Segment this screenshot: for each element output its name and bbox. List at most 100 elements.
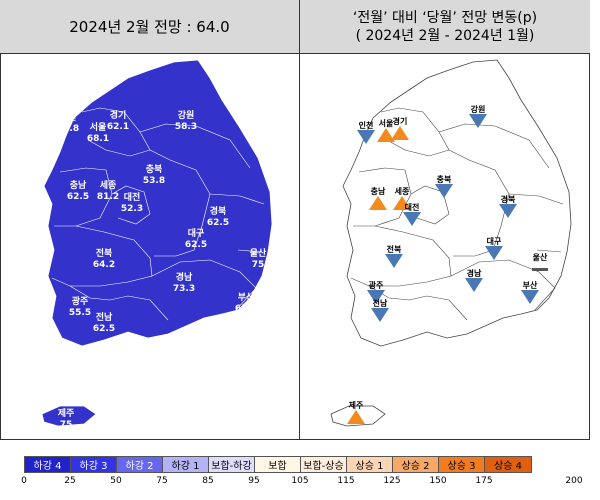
change-region-name-16: 제주 <box>349 400 364 410</box>
region-value-3: 58.3 <box>175 122 197 132</box>
region-value-14: 55.5 <box>69 308 91 318</box>
legend-item-6: 보합-상승 <box>301 457 347 472</box>
change-region-name-11: 울산 <box>533 252 548 262</box>
change-marker-1 <box>377 128 395 142</box>
region-value-15: 62.5 <box>93 324 115 334</box>
change-region-name-9: 대구 <box>487 236 502 246</box>
change-marker-8 <box>499 204 517 218</box>
region-name-8: 경북 <box>210 205 227 217</box>
region-value-8: 62.5 <box>207 218 229 228</box>
region-name-9: 대구 <box>188 227 205 239</box>
left-title-text: 2024년 2월 전망 : 64.0 <box>69 18 230 36</box>
jeju-left <box>41 405 97 427</box>
change-region-name-7: 충북 <box>437 174 452 184</box>
legend-item-1: 하강 3 <box>71 457 117 472</box>
region-value-2: 68.1 <box>87 134 109 144</box>
panel-divider <box>299 0 300 440</box>
change-marker-15 <box>371 308 389 322</box>
region-value-10: 75 <box>252 260 265 270</box>
legend-tick-9: 150 <box>429 476 447 486</box>
legend-tick-3: 75 <box>156 476 168 486</box>
change-marker-4 <box>369 196 387 210</box>
change-marker-14 <box>367 290 385 304</box>
left-map: 인천54.8경기62.1서울68.1강원58.3충북53.8충남62.5세종81… <box>41 59 273 430</box>
region-name-12: 경남 <box>176 271 193 283</box>
region-name-14: 광주 <box>72 295 89 307</box>
change-region-name-2: 경기 <box>393 116 408 126</box>
legend-bar: 하강 4 하강 3 하강 2 하강 1 보합-하강 보합 보합-상승 상승 1 상승 2 상승 3… <box>24 456 532 473</box>
left-labels: 인천54.8경기62.1서울68.1강원58.3충북53.8충남62.5세종81… <box>57 109 267 430</box>
change-region-name-0: 인천 <box>359 120 374 130</box>
change-region-name-12: 경남 <box>467 268 482 278</box>
legend-tick-1: 25 <box>64 476 76 486</box>
region-value-4: 53.8 <box>143 176 165 186</box>
legend-tick-8: 125 <box>383 476 401 486</box>
change-region-name-13: 부산 <box>523 280 538 290</box>
change-region-name-4: 충남 <box>371 186 386 196</box>
region-value-9: 62.5 <box>185 240 207 250</box>
region-name-6: 세종 <box>100 179 117 191</box>
region-name-16: 제주 <box>58 407 75 419</box>
region-name-1: 경기 <box>110 109 127 121</box>
region-name-0: 인천 <box>60 112 77 123</box>
region-value-1: 62.1 <box>107 122 129 132</box>
change-marker-7 <box>435 184 453 198</box>
right-title-line1: ‘전월’ 대비 ‘당월’ 전망 변동(p) <box>352 9 538 26</box>
legend-tick-7: 115 <box>337 476 355 486</box>
legend-item-4: 보합-하강 <box>209 457 255 472</box>
change-region-name-5: 세종 <box>395 186 410 196</box>
korea-mainland-left <box>43 59 273 347</box>
change-marker-16 <box>347 410 365 424</box>
region-name-3: 강원 <box>178 109 195 121</box>
right-title: ‘전월’ 대비 ‘당월’ 전망 변동(p) ( 2024년 2월 - 2024년… <box>300 0 590 54</box>
region-name-10: 울산 <box>250 247 267 259</box>
legend-tick-11: 200 <box>565 476 583 486</box>
legend-ticks: 0 25 50 75 85 95 105 115 125 150 175 200 <box>0 476 600 492</box>
change-marker-13 <box>521 290 539 304</box>
legend-item-10: 상승 4 <box>485 457 531 472</box>
change-region-name-6: 대전 <box>405 202 420 212</box>
legend-tick-5: 95 <box>248 476 260 486</box>
left-borders <box>51 107 265 321</box>
region-name-11: 전북 <box>96 247 113 259</box>
change-marker-12 <box>465 278 483 292</box>
legend-item-0: 하강 4 <box>25 457 71 472</box>
change-marker-9 <box>485 246 503 260</box>
left-title: 2024년 2월 전망 : 64.0 <box>0 0 299 54</box>
right-title-line2: ( 2024년 2월 - 2024년 1월) <box>355 27 535 44</box>
region-name-5: 충남 <box>70 179 87 191</box>
region-value-7: 52.3 <box>121 204 143 214</box>
region-value-0: 54.8 <box>57 124 79 134</box>
change-region-name-8: 경북 <box>501 194 516 204</box>
change-marker-3 <box>469 114 487 128</box>
legend-tick-2: 50 <box>110 476 122 486</box>
change-marker-11 <box>532 268 548 271</box>
region-name-15: 전남 <box>96 311 113 323</box>
legend-tick-10: 175 <box>475 476 493 486</box>
change-marker-6 <box>403 212 421 226</box>
region-value-11: 64.2 <box>93 260 115 270</box>
change-marker-10 <box>385 254 403 268</box>
region-value-16: 75 <box>60 420 73 430</box>
change-marker-2 <box>391 126 409 140</box>
change-region-name-10: 전북 <box>387 244 402 254</box>
region-name-7: 대전 <box>124 191 141 203</box>
change-region-name-3: 강원 <box>471 104 486 114</box>
legend-item-2: 하강 2 <box>117 457 163 472</box>
change-marker-0 <box>357 130 375 144</box>
change-region-name-14: 광주 <box>369 280 384 290</box>
change-marker-5 <box>393 196 411 210</box>
region-value-13: 65.2 <box>235 304 257 314</box>
change-region-name-1: 서울 <box>379 118 394 128</box>
legend-tick-0: 0 <box>21 476 27 486</box>
legend-item-5: 보합 <box>255 457 301 472</box>
region-name-13: 부산 <box>238 291 255 303</box>
legend-item-3: 하강 1 <box>163 457 209 472</box>
region-value-5: 62.5 <box>67 192 89 202</box>
legend-item-8: 상승 2 <box>393 457 439 472</box>
region-name-2: 서울 <box>90 121 107 133</box>
legend-item-9: 상승 3 <box>439 457 485 472</box>
